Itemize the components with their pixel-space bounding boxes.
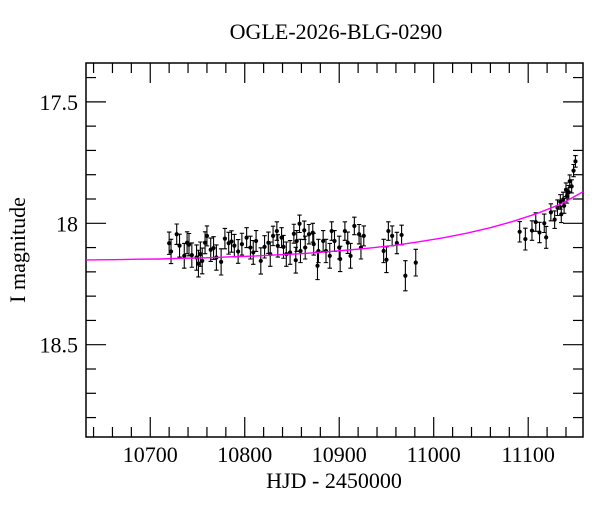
data-point — [303, 245, 308, 250]
data-point — [338, 256, 343, 262]
data-point — [274, 228, 279, 234]
x-tick-label: 10700 — [123, 442, 178, 467]
data-point — [182, 253, 187, 258]
data-point — [394, 240, 399, 246]
data-point — [204, 233, 210, 239]
data-point — [517, 229, 522, 234]
data-point — [294, 238, 299, 244]
data-point — [548, 210, 553, 215]
data-point — [573, 159, 578, 164]
data-point — [390, 233, 395, 239]
data-point — [306, 232, 312, 237]
data-point — [222, 236, 227, 241]
data-point — [381, 248, 386, 254]
data-point — [386, 228, 391, 234]
data-point — [244, 235, 249, 240]
data-point — [315, 263, 320, 268]
data-point — [537, 230, 542, 235]
data-point — [291, 231, 296, 236]
data-point — [327, 253, 332, 258]
data-point — [279, 235, 284, 240]
data-point — [552, 217, 557, 222]
data-point — [258, 258, 263, 264]
data-point — [569, 184, 574, 189]
data-point — [253, 238, 259, 244]
data-point — [566, 190, 571, 195]
data-point — [332, 238, 337, 244]
data-point — [232, 243, 237, 248]
x-tick-label: 10900 — [312, 442, 367, 467]
x-tick-label: 11100 — [502, 442, 555, 467]
data-point — [321, 238, 326, 244]
data-point — [189, 253, 194, 258]
data-point — [403, 273, 408, 278]
data-point — [202, 240, 208, 245]
data-point — [571, 168, 576, 173]
x-axis-label: HJD - 2450000 — [266, 468, 402, 493]
data-point — [361, 233, 366, 239]
data-point — [281, 244, 286, 249]
data-point — [239, 242, 244, 247]
data-point — [558, 199, 563, 205]
data-point — [211, 245, 216, 251]
data-point — [529, 228, 535, 233]
data-point — [329, 228, 334, 234]
data-point — [562, 203, 567, 208]
data-point — [198, 252, 203, 257]
data-point — [186, 242, 192, 247]
data-point — [533, 219, 538, 225]
y-tick-label: 18 — [56, 211, 78, 236]
data-point — [348, 253, 353, 258]
data-point — [219, 259, 224, 264]
data-point — [200, 258, 205, 264]
data-point — [298, 248, 303, 254]
data-point — [248, 245, 253, 250]
data-point — [399, 232, 404, 238]
x-tick-label: 10800 — [217, 442, 272, 467]
data-point — [293, 258, 298, 263]
y-axis-label: I magnitude — [5, 197, 30, 303]
x-tick-label: 11000 — [407, 442, 461, 467]
data-point — [413, 260, 418, 265]
data-point — [564, 193, 570, 199]
data-point — [297, 221, 302, 226]
data-point — [229, 239, 234, 244]
data-point — [167, 241, 172, 246]
y-tick-label: 17.5 — [40, 90, 79, 115]
data-point — [356, 232, 362, 237]
data-point — [270, 233, 276, 239]
data-point — [196, 261, 201, 266]
data-point — [544, 235, 549, 240]
model-curve — [85, 191, 584, 261]
y-tick-label: 18.5 — [40, 333, 79, 358]
data-point — [523, 236, 528, 242]
plot-title: OGLE-2026-BLG-0290 — [230, 19, 443, 44]
data-point — [168, 249, 174, 254]
data-point — [275, 243, 280, 248]
data-point — [302, 228, 307, 233]
data-point — [236, 249, 241, 254]
data-point — [174, 232, 179, 237]
data-point — [352, 223, 357, 229]
data-point — [177, 243, 182, 248]
data-point — [345, 240, 350, 245]
data-point — [311, 242, 316, 247]
data-point — [384, 257, 389, 262]
plot-content: 10700 10800 10900 11000 11100 17.5 18 18.5 — [40, 62, 584, 467]
plot-frame — [85, 62, 584, 438]
data-point — [262, 244, 267, 249]
data-point — [542, 221, 547, 226]
